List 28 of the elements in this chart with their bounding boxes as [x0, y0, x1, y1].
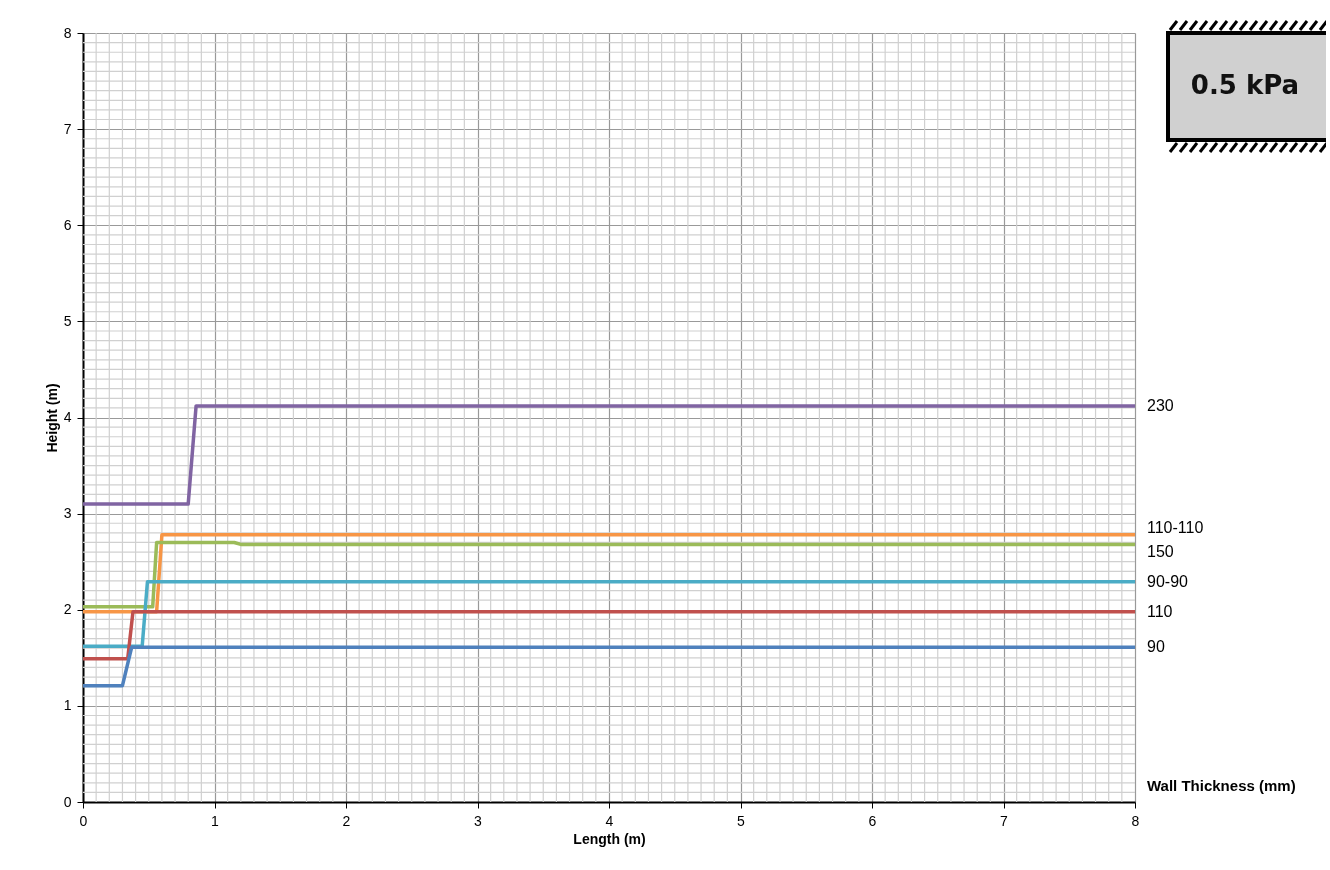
y-tick-label: 6 — [63, 216, 72, 233]
series-label: 110 — [1147, 602, 1173, 620]
x-tick-label: 6 — [868, 812, 877, 829]
y-tick-label: 4 — [63, 409, 72, 425]
y-tick-label: 3 — [63, 505, 72, 522]
y-tick-label: 2 — [63, 601, 72, 618]
y-tick-label: 0 — [63, 793, 72, 810]
x-tick-label: 4 — [605, 812, 614, 829]
text: Wall Thickness (mm) — [1147, 777, 1296, 794]
y-tick-label: 5 — [63, 312, 72, 329]
series-label: 90 — [1147, 638, 1165, 656]
text: 0.5 kPa — [1189, 70, 1301, 100]
series-label: 90-90 — [1147, 572, 1189, 590]
series-label: 150 — [1147, 542, 1174, 560]
x-tick-label: 0 — [79, 812, 88, 829]
series-label: 110-110 — [1147, 518, 1204, 536]
x-tick-label: 5 — [737, 812, 746, 829]
x-tick-label: 2 — [342, 812, 351, 829]
x-tick-label: 7 — [1000, 812, 1009, 829]
y-tick-label: 7 — [63, 120, 72, 137]
y-axis-title: Height (m) — [43, 383, 60, 453]
x-axis-title: Length (m) — [573, 830, 646, 847]
series-label: 230 — [1147, 396, 1174, 414]
x-tick-label: 3 — [474, 812, 483, 829]
y-tick-label: 1 — [63, 697, 72, 714]
y-tick-label: 8 — [63, 24, 72, 41]
x-tick-label: 8 — [1131, 812, 1140, 829]
x-tick-label: 1 — [211, 812, 220, 829]
